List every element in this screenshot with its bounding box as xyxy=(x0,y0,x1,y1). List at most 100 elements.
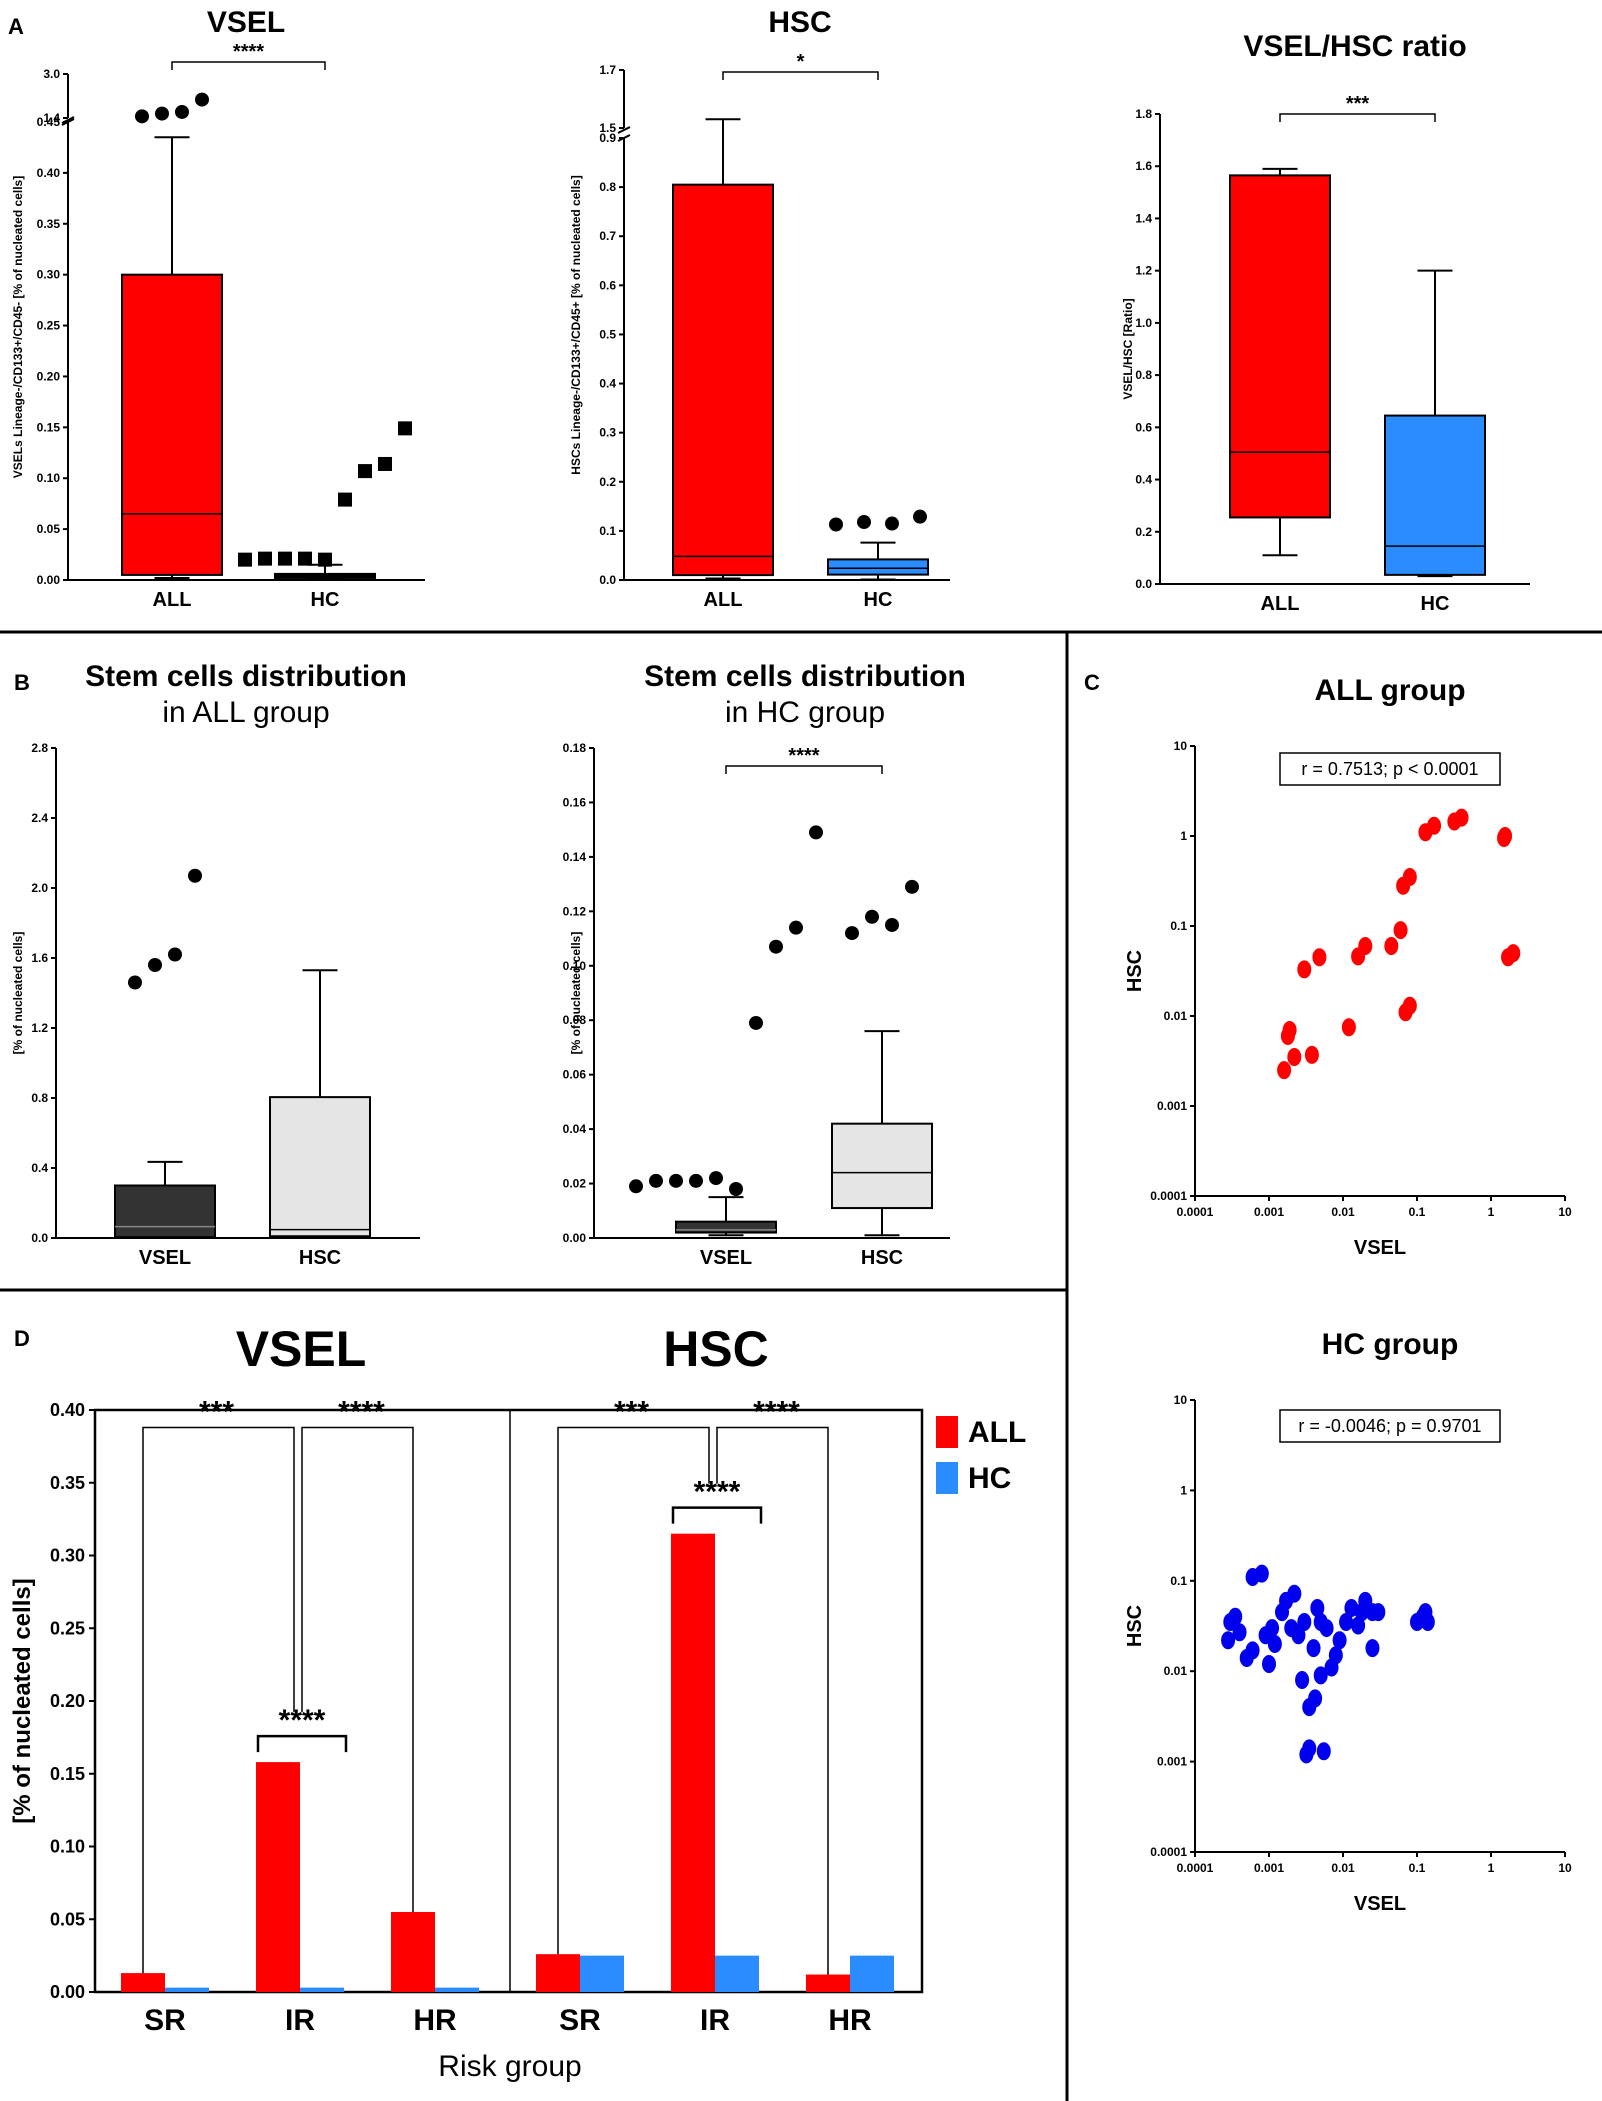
legend-label: HC xyxy=(968,1462,1011,1495)
x-tick-label: 10 xyxy=(1558,1205,1572,1219)
y-tick-label: 0.10 xyxy=(37,471,61,485)
y-tick-label: 0.00 xyxy=(37,573,61,587)
y-tick-label: 0.05 xyxy=(37,522,61,536)
data-point xyxy=(1313,1666,1328,1685)
chart-correlation-hc: HC group 0.0001 0.0001 0.001 0.001 0.01 0.01 0.… xyxy=(1124,1328,1572,1915)
box-all xyxy=(121,273,223,576)
outlier-point xyxy=(135,109,149,124)
significance-label: **** xyxy=(788,745,819,767)
outlier-point xyxy=(729,1182,743,1196)
y-tick-label: 0.6 xyxy=(599,278,616,292)
y-tick-label: 0.5 xyxy=(599,327,616,341)
y-tick-label: 0.25 xyxy=(37,319,61,333)
chart-risk-group-bars: 0.00 0.05 0.10 0.15 0.20 0.25 0.30 0.35 0.40 [% o… xyxy=(9,1321,1026,2083)
outlier-point xyxy=(689,1173,703,1188)
x-tick-label: 0.1 xyxy=(1409,1205,1426,1219)
data-point xyxy=(1384,936,1399,955)
category-label: HR xyxy=(828,2004,872,2037)
bar-hc xyxy=(580,1955,624,1992)
x-tick-label: 0.001 xyxy=(1254,1861,1284,1875)
box-hsc xyxy=(269,1096,371,1238)
significance-bracket xyxy=(142,1426,295,1974)
outlier-point xyxy=(669,1173,683,1188)
outlier-point xyxy=(649,1173,663,1188)
data-point xyxy=(1319,1619,1334,1638)
y-axis-label: HSC xyxy=(1124,950,1146,992)
section-title: VSEL xyxy=(236,1321,367,1377)
y-tick-label: 0.00 xyxy=(563,1231,587,1245)
y-axis-label: HSC xyxy=(1124,1605,1146,1647)
legend-swatch-hc xyxy=(936,1462,958,1494)
y-tick-label: 0.1 xyxy=(1170,919,1187,933)
category-label: HC xyxy=(864,589,893,611)
outlier-point xyxy=(885,516,899,531)
y-tick-label: 0.2 xyxy=(599,475,616,489)
category-label: ALL xyxy=(1261,593,1300,615)
bar-hc xyxy=(850,1955,894,1992)
legend-label: ALL xyxy=(968,1416,1026,1449)
significance-bracket xyxy=(671,1506,763,1524)
bar-hc xyxy=(715,1955,759,1992)
box-hsc xyxy=(831,1122,933,1210)
y-tick-label: 0.0 xyxy=(31,1231,48,1245)
y-tick-label: 0.001 xyxy=(1157,1755,1187,1769)
box-hc xyxy=(1384,414,1486,576)
y-axis-label: [% of nucleated cells] xyxy=(569,932,583,1055)
data-point xyxy=(1228,1607,1243,1626)
y-tick-label: 0.6 xyxy=(1135,420,1152,434)
x-tick-label: 0.001 xyxy=(1254,1205,1284,1219)
y-axis-label: VSEL/HSC [Ratio] xyxy=(1121,298,1135,399)
outlier-point xyxy=(148,958,162,972)
x-tick-label: 0.0001 xyxy=(1177,1205,1214,1219)
y-tick-label: 1 xyxy=(1180,1483,1187,1497)
category-label: SR xyxy=(559,2004,601,2037)
bar-hc xyxy=(435,1987,479,1992)
y-tick-label: 0.1 xyxy=(1170,1574,1187,1588)
y-tick-label: 0.12 xyxy=(563,904,587,918)
outlier-point xyxy=(155,106,169,121)
y-tick-label: 0.25 xyxy=(50,1618,85,1638)
chart-vsel-box: VSEL 0.00 0.05 0.10 0.15 0.20 0.25 0.30 0.35 0.40… xyxy=(11,6,425,611)
axis-break-mark xyxy=(617,126,631,134)
y-tick-label: 2.4 xyxy=(31,811,48,825)
chart-subtitle: in HC group xyxy=(725,696,885,729)
x-tick-label: 0.01 xyxy=(1331,1205,1355,1219)
significance-bracket xyxy=(171,61,326,70)
axis-break-mark xyxy=(617,134,631,142)
y-tick-label: 0.0 xyxy=(599,573,616,587)
y-tick-label: 0.01 xyxy=(1164,1664,1188,1678)
data-point xyxy=(1245,1641,1260,1660)
correlation-box xyxy=(1279,752,1501,786)
outlier-point xyxy=(358,464,372,479)
category-label: VSEL xyxy=(139,1247,191,1269)
data-point xyxy=(1332,1631,1347,1650)
significance-label: **** xyxy=(233,41,264,63)
y-tick-label: 0.20 xyxy=(50,1691,85,1711)
y-tick-label: 0.0001 xyxy=(1150,1845,1187,1859)
outlier-point xyxy=(338,492,352,507)
bar-all xyxy=(671,1533,715,1992)
y-tick-label: 2.8 xyxy=(31,741,48,755)
data-point xyxy=(1232,1623,1247,1642)
box-vsel xyxy=(114,1184,216,1239)
data-point xyxy=(1265,1619,1280,1638)
outlier-point xyxy=(913,509,927,524)
y-axis-label: HSCs Lineage-/CD133+/CD45+ [% of nucleat… xyxy=(569,175,583,474)
y-tick-label: 10 xyxy=(1174,739,1188,753)
y-tick-label: 0.40 xyxy=(37,166,61,180)
y-tick-label: 0.4 xyxy=(1135,473,1152,487)
chart-title: VSEL xyxy=(207,6,285,39)
data-point xyxy=(1341,1018,1356,1037)
outlier-point xyxy=(398,421,412,436)
box-hc xyxy=(827,558,929,576)
chart-title: Stem cells distribution xyxy=(85,660,407,693)
category-label: HSC xyxy=(299,1247,341,1269)
bar-all xyxy=(806,1974,850,1992)
y-tick-label: 2.0 xyxy=(31,881,48,895)
y-tick-label: 0.8 xyxy=(1135,368,1152,382)
plot-frame xyxy=(93,1408,924,1994)
correlation-box xyxy=(1279,1409,1501,1443)
